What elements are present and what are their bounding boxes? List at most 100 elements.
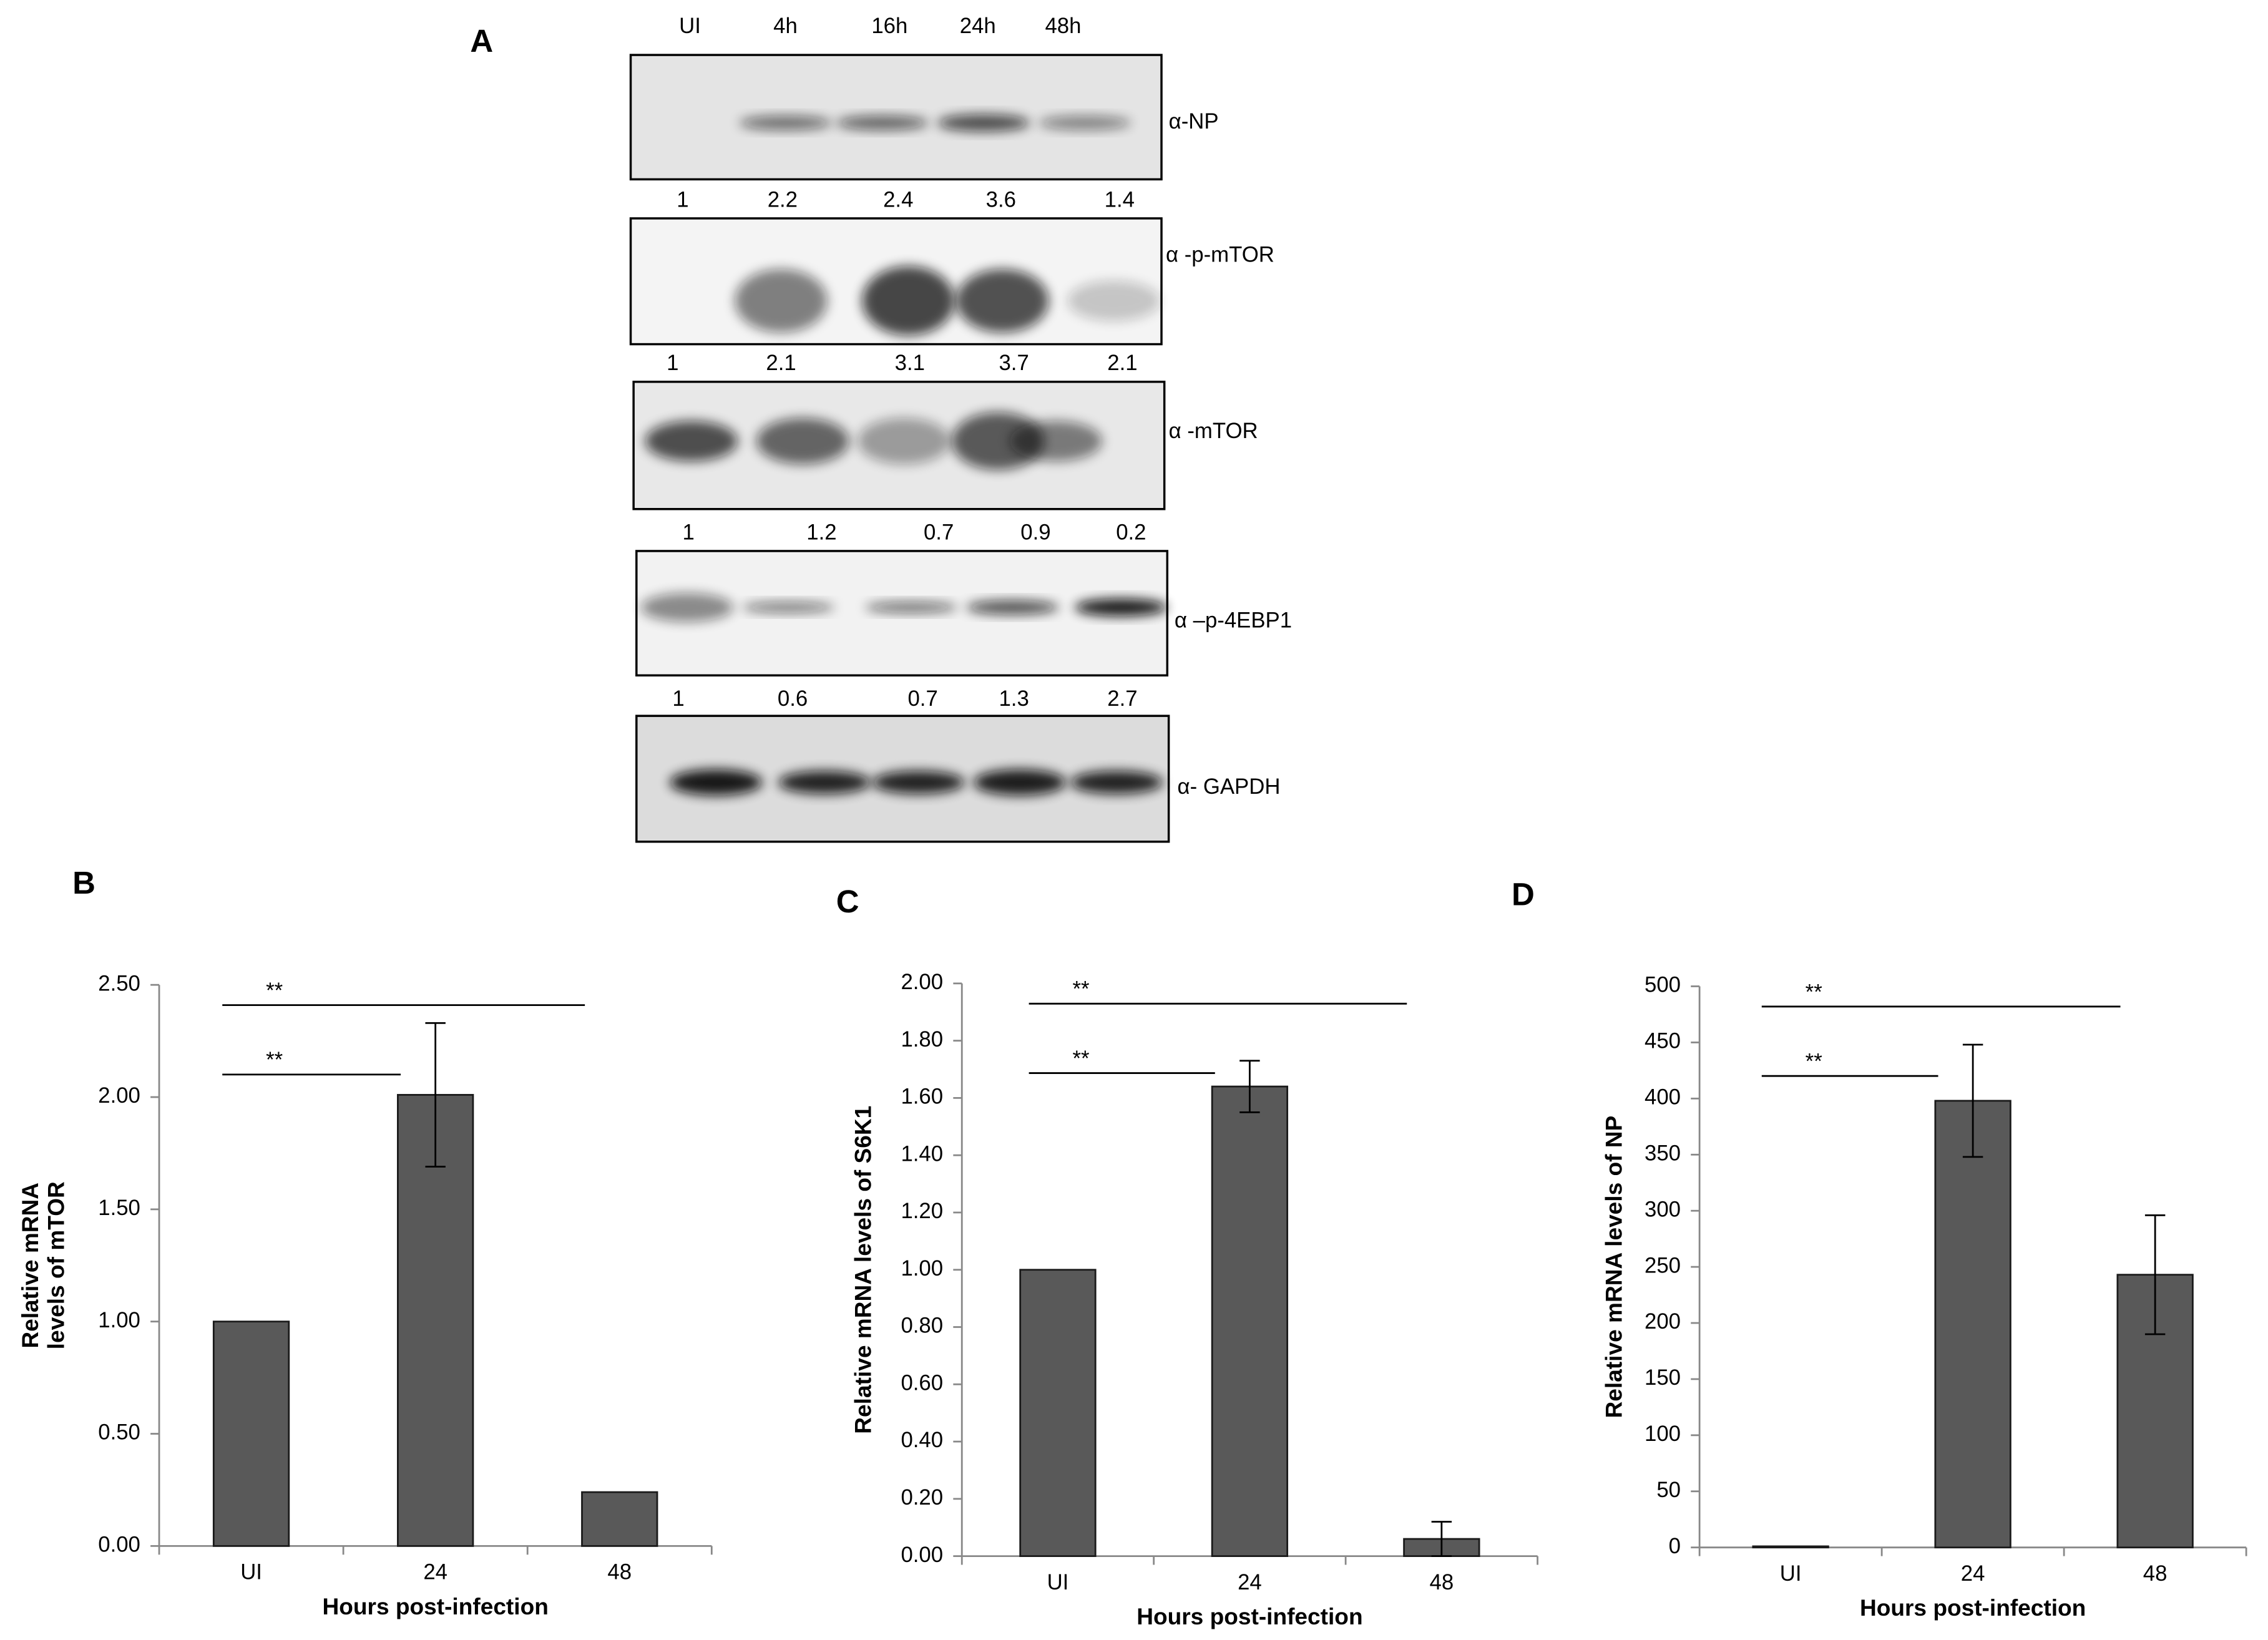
y-tick-label: 100 [1645, 1422, 1681, 1446]
bar [397, 1094, 474, 1547]
y-tick-label: 450 [1645, 1030, 1681, 1053]
band-quantification: 0.7 [907, 687, 937, 711]
x-axis-title: Hours post-infection [1860, 1594, 2086, 1621]
blot-strip [635, 550, 1169, 676]
panel-letter: C [836, 884, 859, 919]
bar [581, 1491, 658, 1547]
band-quantification: 0.6 [778, 687, 808, 711]
antibody-label: α- GAPDH [1178, 775, 1281, 799]
band-quantification: 2.7 [1107, 687, 1137, 711]
error-bar [425, 1022, 446, 1168]
significance-mark: ** [1073, 978, 1090, 1002]
bar [1019, 1269, 1097, 1557]
antibody-label: α -mTOR [1169, 419, 1258, 443]
y-tick-label: 200 [1645, 1310, 1681, 1334]
band-quantification: 2.4 [883, 188, 913, 212]
band-quantification: 0.7 [924, 520, 954, 544]
significance-mark: ** [1806, 980, 1822, 1004]
blot-band [739, 115, 832, 130]
y-tick-label: 1.40 [901, 1142, 943, 1166]
significance-mark: ** [1806, 1050, 1822, 1074]
x-tick-label: 48 [2143, 1562, 2168, 1586]
blot-band [952, 412, 1045, 471]
blot-band [756, 417, 849, 464]
bar [1752, 1545, 1829, 1549]
lane-label: 48h [1045, 14, 1081, 38]
x-tick-label: 48 [607, 1561, 632, 1584]
y-tick-label: 500 [1645, 974, 1681, 997]
y-tick-label: 2.00 [901, 970, 943, 994]
antibody-label: α -p-mTOR [1166, 243, 1274, 266]
blot-band [1039, 115, 1132, 130]
y-tick-label: 1.80 [901, 1028, 943, 1052]
band-quantification: 0.2 [1116, 520, 1146, 544]
band-quantification: 3.1 [895, 351, 925, 375]
significance-mark: ** [266, 1048, 283, 1072]
x-axis-title: Hours post-infection [322, 1593, 548, 1619]
y-tick-label: 0.60 [901, 1371, 943, 1395]
blot-band [937, 114, 1030, 132]
blot-strip [629, 217, 1163, 346]
blot-band [858, 417, 951, 464]
band-quantification: 1 [677, 188, 688, 212]
blot-band [864, 602, 958, 613]
x-tick-label: UI [1780, 1562, 1802, 1586]
band-quantification: 3.7 [999, 351, 1029, 375]
blot-frame [629, 54, 1163, 181]
band-quantification: 1.2 [806, 520, 836, 544]
blot-band [872, 771, 965, 794]
band-quantification: 2.2 [768, 188, 798, 212]
y-tick-label: 0.00 [901, 1543, 943, 1567]
error-bar [1431, 1521, 1452, 1557]
error-bar [2144, 1214, 2166, 1335]
x-tick-label: 24 [1961, 1562, 1985, 1586]
blot-band [862, 266, 955, 336]
blot-strip [632, 381, 1166, 510]
blot-band [1074, 598, 1168, 617]
x-tick-label: 48 [1430, 1571, 1454, 1594]
blot-strip [629, 54, 1163, 181]
error-bar [1962, 1043, 1983, 1158]
y-tick-label: 0.80 [901, 1314, 943, 1338]
band-quantification: 2.1 [1107, 351, 1137, 375]
y-tick-label: 0.20 [901, 1486, 943, 1510]
y-axis-title: Relative mRNA levels of S6K1 [850, 1106, 876, 1434]
significance-mark: ** [266, 979, 283, 1003]
blot-band [1009, 421, 1103, 462]
y-tick-label: 1.00 [98, 1309, 140, 1332]
y-tick-label: 0.50 [98, 1421, 140, 1445]
band-quantification: 1 [672, 687, 684, 711]
significance-mark: ** [1073, 1047, 1090, 1071]
blot-band [966, 600, 1059, 615]
y-tick-label: 0.40 [901, 1428, 943, 1452]
blot-band [640, 593, 734, 622]
y-tick-label: 2.00 [98, 1084, 140, 1108]
y-tick-label: 50 [1656, 1478, 1681, 1502]
band-quantification: 3.6 [986, 188, 1016, 212]
panel-letter: D [1512, 876, 1535, 912]
panel-letter: A [470, 23, 493, 59]
blot-frame [629, 217, 1163, 346]
blot-band [645, 421, 738, 462]
y-tick-label: 350 [1645, 1141, 1681, 1165]
x-tick-label: UI [1047, 1571, 1069, 1594]
band-quantification: 1.4 [1105, 188, 1135, 212]
blot-band [1070, 771, 1163, 794]
error-bar [1239, 1060, 1260, 1113]
y-tick-label: 400 [1645, 1086, 1681, 1110]
y-tick-label: 1.60 [901, 1085, 943, 1109]
band-quantification: 2.1 [766, 351, 796, 375]
blot-band [735, 269, 828, 333]
bar [1934, 1100, 2011, 1549]
band-quantification: 0.9 [1020, 520, 1050, 544]
y-axis-title: Relative mRNA levels of NP [1601, 1116, 1627, 1418]
y-tick-label: 300 [1645, 1198, 1681, 1221]
bar [1211, 1085, 1289, 1557]
y-tick-label: 1.50 [98, 1196, 140, 1220]
y-tick-label: 150 [1645, 1366, 1681, 1390]
y-tick-label: 1.00 [901, 1257, 943, 1281]
blot-band [670, 769, 763, 796]
blot-strip [635, 715, 1170, 843]
